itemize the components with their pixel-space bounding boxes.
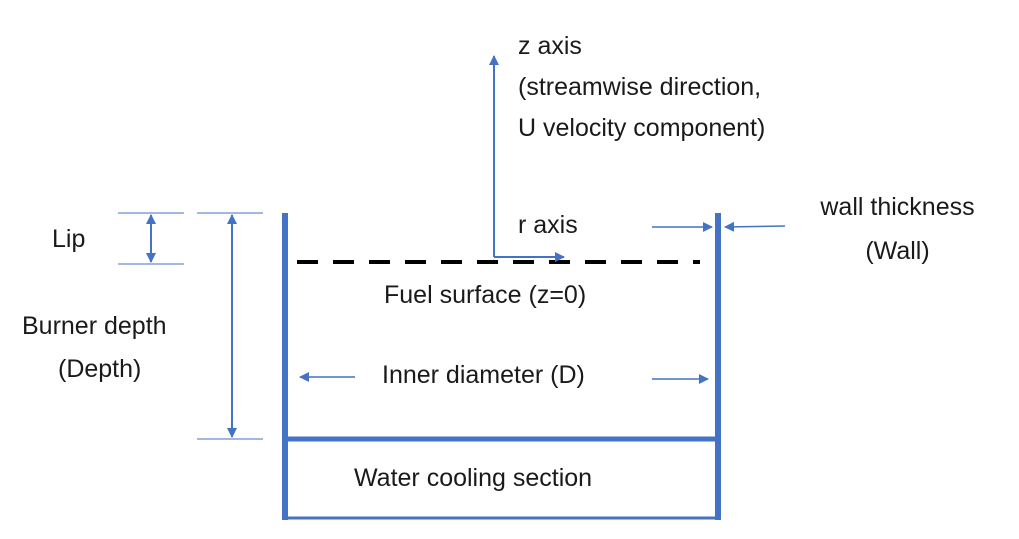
wall-thickness-symbol: (Wall) bbox=[865, 237, 930, 265]
z-axis-label: z axis bbox=[518, 32, 582, 60]
burner-depth-label: Burner depth bbox=[22, 312, 167, 340]
z-axis-description-line1: (streamwise direction, bbox=[518, 73, 762, 101]
inner-diameter-label: Inner diameter (D) bbox=[382, 361, 585, 389]
wall-thickness-arrow-right bbox=[724, 221, 786, 232]
burner-depth-symbol: (Depth) bbox=[58, 355, 142, 383]
fuel-surface-label: Fuel surface (z=0) bbox=[384, 281, 587, 309]
wall-thickness-label: wall thickness bbox=[820, 193, 975, 221]
z-axis-description-line2: U velocity component) bbox=[518, 114, 766, 142]
r-axis-label: r axis bbox=[518, 211, 578, 239]
water-cooling-section-label: Water cooling section bbox=[354, 464, 593, 492]
lip-label: Lip bbox=[52, 225, 86, 253]
